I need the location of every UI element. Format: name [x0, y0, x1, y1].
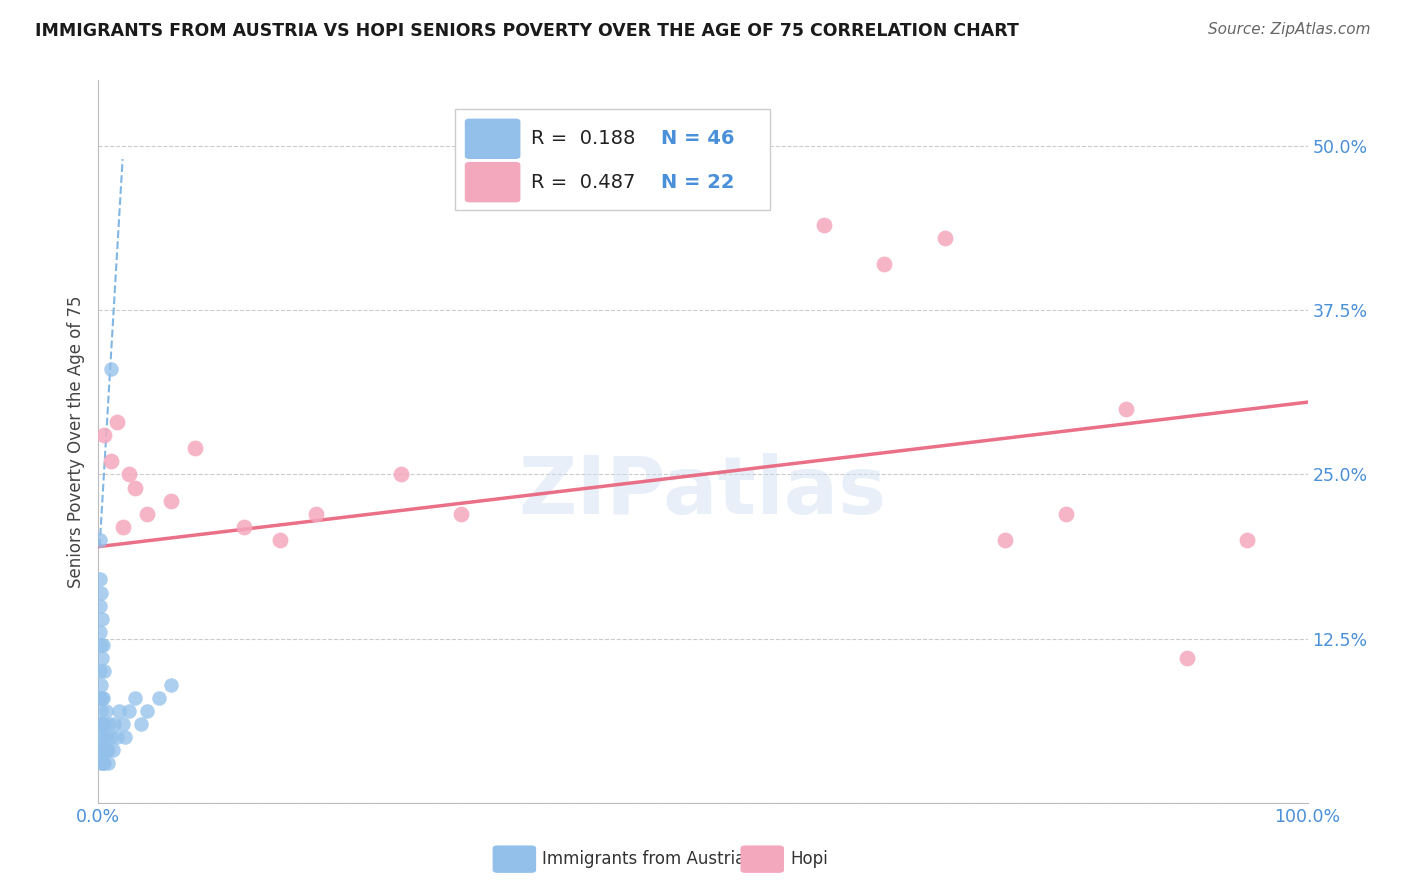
Point	[813, 218, 835, 232]
Point	[934, 231, 956, 245]
Point	[232, 520, 254, 534]
Text: R =  0.188: R = 0.188	[531, 129, 636, 148]
Point	[91, 651, 114, 665]
Point	[97, 756, 120, 771]
Point	[91, 756, 114, 771]
Point	[160, 493, 183, 508]
Point	[105, 415, 128, 429]
Text: Immigrants from Austria: Immigrants from Austria	[543, 850, 745, 868]
Point	[269, 533, 291, 547]
Point	[89, 743, 111, 757]
Text: N = 46: N = 46	[661, 129, 734, 148]
Point	[93, 428, 115, 442]
Point	[96, 730, 118, 744]
Point	[91, 638, 114, 652]
Text: Source: ZipAtlas.com: Source: ZipAtlas.com	[1208, 22, 1371, 37]
Point	[91, 690, 114, 705]
Point	[1054, 507, 1077, 521]
Point	[91, 730, 114, 744]
Point	[108, 704, 131, 718]
Point	[111, 717, 134, 731]
Point	[89, 573, 111, 587]
Text: R =  0.487: R = 0.487	[531, 173, 636, 192]
Point	[90, 704, 112, 718]
Point	[994, 533, 1017, 547]
Point	[114, 730, 136, 744]
Point	[305, 507, 328, 521]
Point	[100, 730, 122, 744]
FancyBboxPatch shape	[465, 162, 520, 202]
Point	[101, 743, 124, 757]
Point	[135, 507, 157, 521]
Point	[160, 677, 183, 691]
Point	[90, 585, 112, 599]
Point	[118, 704, 141, 718]
Point	[135, 704, 157, 718]
Point	[91, 717, 114, 731]
Point	[1115, 401, 1137, 416]
Point	[124, 481, 146, 495]
FancyBboxPatch shape	[492, 846, 536, 873]
Point	[89, 690, 111, 705]
Point	[389, 467, 412, 482]
FancyBboxPatch shape	[741, 846, 785, 873]
Text: Hopi: Hopi	[790, 850, 828, 868]
Point	[91, 612, 114, 626]
Point	[100, 362, 122, 376]
Point	[90, 677, 112, 691]
Point	[89, 717, 111, 731]
Point	[111, 520, 134, 534]
Y-axis label: Seniors Poverty Over the Age of 75: Seniors Poverty Over the Age of 75	[66, 295, 84, 588]
Point	[91, 690, 114, 705]
Point	[93, 756, 115, 771]
Text: N = 22: N = 22	[661, 173, 734, 192]
Point	[1236, 533, 1258, 547]
Point	[873, 257, 896, 271]
Point	[129, 717, 152, 731]
Point	[89, 599, 111, 613]
Point	[124, 690, 146, 705]
Point	[97, 743, 120, 757]
Point	[90, 756, 112, 771]
Point	[94, 743, 117, 757]
Point	[105, 730, 128, 744]
FancyBboxPatch shape	[456, 109, 769, 211]
Point	[1175, 651, 1198, 665]
Point	[94, 704, 117, 718]
FancyBboxPatch shape	[465, 119, 520, 159]
Point	[90, 638, 112, 652]
Point	[89, 625, 111, 640]
Point	[91, 743, 114, 757]
Point	[103, 717, 125, 731]
Point	[148, 690, 170, 705]
Point	[184, 441, 207, 455]
Point	[89, 665, 111, 679]
Point	[90, 730, 112, 744]
Point	[118, 467, 141, 482]
Point	[450, 507, 472, 521]
Point	[100, 454, 122, 468]
Point	[93, 717, 115, 731]
Text: ZIPatlas: ZIPatlas	[519, 453, 887, 531]
Point	[89, 533, 111, 547]
Point	[98, 717, 121, 731]
Point	[93, 665, 115, 679]
Text: IMMIGRANTS FROM AUSTRIA VS HOPI SENIORS POVERTY OVER THE AGE OF 75 CORRELATION C: IMMIGRANTS FROM AUSTRIA VS HOPI SENIORS …	[35, 22, 1019, 40]
